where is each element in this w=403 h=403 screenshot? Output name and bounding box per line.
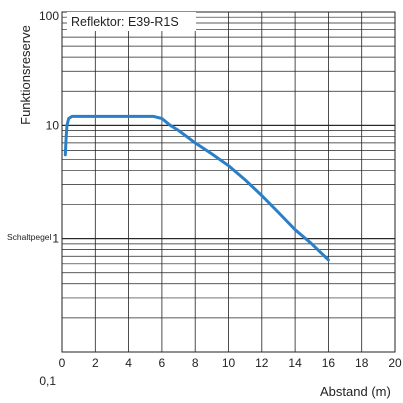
x-axis-label: Abstand (m) <box>320 384 391 399</box>
x-tick-label: 18 <box>355 356 369 370</box>
y-tick-label: 100 <box>39 9 59 23</box>
x-tick-label: 20 <box>388 356 402 370</box>
legend-label: Reflektor: E39-R1S <box>71 15 179 29</box>
x-tick-label: 16 <box>322 356 336 370</box>
series-layer <box>63 114 330 262</box>
series-line <box>63 114 330 262</box>
x-tick-label: 0 <box>59 356 66 370</box>
x-tick-label: 8 <box>192 356 199 370</box>
x-tick-label: 4 <box>125 356 132 370</box>
threshold-label: Schaltpegel <box>7 232 52 242</box>
x-tick-label: 10 <box>222 356 236 370</box>
x-tick-label: 14 <box>288 356 302 370</box>
x-tick-label: 2 <box>92 356 99 370</box>
plot-frame <box>61 11 396 353</box>
y-tick-label: 10 <box>46 118 60 132</box>
y-tick-label: 1 <box>52 232 59 246</box>
x-tick-label: 6 <box>159 356 166 370</box>
y-tick-label: 0,1 <box>39 374 56 388</box>
y-tick-labels: 100 10 1 0,1 <box>39 9 59 388</box>
y-axis-label: Funktionsreserve <box>18 25 33 125</box>
x-tick-labels: 0 2 4 6 8 10 12 14 16 18 20 <box>59 356 402 370</box>
grid <box>61 11 396 353</box>
x-tick-label: 12 <box>255 356 269 370</box>
legend-box <box>67 12 196 31</box>
